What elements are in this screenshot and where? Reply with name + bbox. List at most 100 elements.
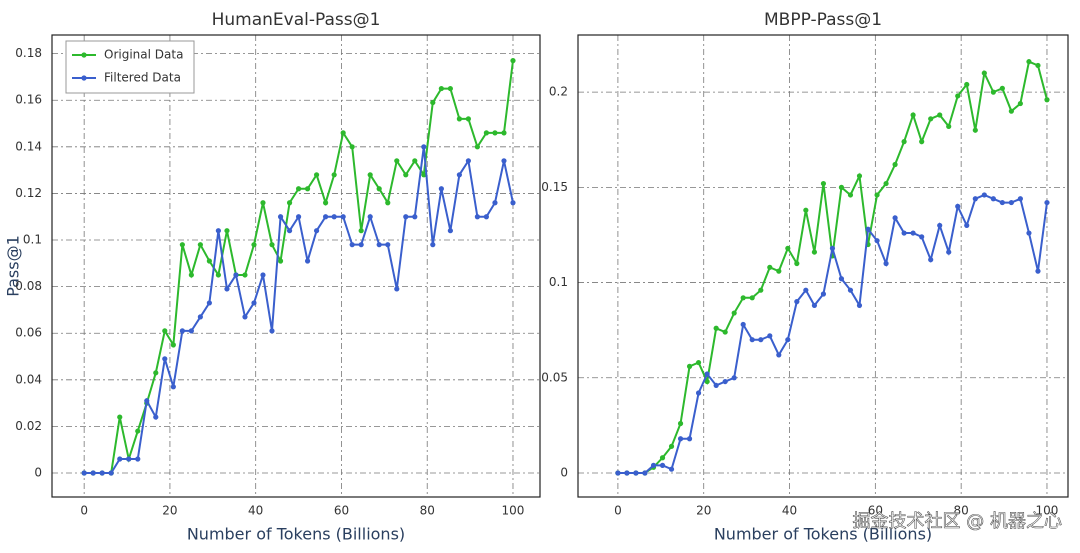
point xyxy=(438,186,444,192)
point xyxy=(233,272,239,278)
point xyxy=(108,470,114,476)
point xyxy=(215,228,221,234)
point xyxy=(224,286,230,292)
point xyxy=(776,352,782,358)
point xyxy=(170,342,176,348)
point xyxy=(421,144,427,150)
point xyxy=(1008,199,1014,206)
point xyxy=(313,172,320,178)
point xyxy=(260,200,266,206)
point xyxy=(349,144,355,150)
point xyxy=(376,186,382,192)
point xyxy=(794,299,800,305)
point xyxy=(668,466,675,472)
point xyxy=(749,295,755,301)
point xyxy=(269,242,275,248)
point xyxy=(474,214,480,220)
point xyxy=(928,257,934,263)
point xyxy=(197,242,203,248)
point xyxy=(731,375,737,381)
point xyxy=(135,456,141,462)
point xyxy=(331,214,337,220)
point xyxy=(1026,230,1032,236)
point xyxy=(153,414,159,420)
point xyxy=(465,158,471,164)
point xyxy=(430,242,436,248)
y-axis-label: Pass@1 xyxy=(4,235,23,297)
point xyxy=(456,172,462,178)
point xyxy=(946,249,952,255)
point xyxy=(713,325,719,331)
point xyxy=(483,214,489,220)
x-tick-label: 20 xyxy=(162,504,177,518)
point xyxy=(286,200,293,206)
point xyxy=(695,390,702,396)
point xyxy=(162,356,168,362)
x-tick-label: 40 xyxy=(248,504,263,518)
point xyxy=(722,329,728,335)
point xyxy=(758,337,764,343)
point xyxy=(919,234,925,240)
y-tick-label: 0.08 xyxy=(15,279,42,293)
point xyxy=(197,314,203,320)
point xyxy=(874,238,880,244)
y-tick-label: 0.06 xyxy=(15,326,42,340)
point xyxy=(501,130,507,136)
point xyxy=(704,371,710,377)
point xyxy=(642,470,648,476)
point xyxy=(937,112,943,118)
point xyxy=(188,328,194,334)
point xyxy=(367,172,373,178)
point xyxy=(624,470,630,476)
point xyxy=(615,470,621,476)
point xyxy=(722,378,728,385)
point xyxy=(438,85,444,92)
point xyxy=(901,139,907,145)
point xyxy=(686,436,693,442)
point xyxy=(820,291,827,297)
point xyxy=(90,470,96,476)
point xyxy=(277,214,284,220)
point xyxy=(972,196,978,202)
point xyxy=(492,200,498,206)
point xyxy=(1026,59,1032,65)
point xyxy=(964,222,970,229)
point xyxy=(153,370,159,376)
y-tick-label: 0.15 xyxy=(541,180,568,194)
legend-box xyxy=(65,40,195,94)
point xyxy=(990,89,996,95)
point xyxy=(501,158,507,164)
point xyxy=(447,228,453,234)
point xyxy=(242,272,248,278)
point xyxy=(376,242,382,248)
point xyxy=(385,200,391,206)
point xyxy=(650,462,657,468)
point xyxy=(803,287,809,293)
point xyxy=(785,245,791,251)
point xyxy=(483,130,489,136)
point xyxy=(81,470,87,476)
legend-marker xyxy=(81,52,87,58)
point xyxy=(785,337,791,343)
point xyxy=(999,199,1005,206)
point xyxy=(928,116,934,122)
point xyxy=(295,214,302,220)
chart-title: HumanEval-Pass@1 xyxy=(212,10,381,30)
point xyxy=(277,258,284,264)
point xyxy=(856,173,863,179)
x-tick-label: 60 xyxy=(868,504,883,518)
x-axis-label: Number of Tokens (Billions) xyxy=(714,525,932,544)
point xyxy=(794,260,800,267)
point xyxy=(188,272,194,278)
x-tick-label: 80 xyxy=(420,504,435,518)
watermark: 掘金技术社区 @ 机器之心 xyxy=(853,511,1062,532)
point xyxy=(874,192,880,198)
x-axis-label: Number of Tokens (Billions) xyxy=(187,525,405,544)
point xyxy=(179,242,185,248)
point xyxy=(659,455,666,461)
point xyxy=(990,196,996,202)
point xyxy=(206,258,212,264)
point xyxy=(242,314,248,320)
point xyxy=(972,127,978,133)
